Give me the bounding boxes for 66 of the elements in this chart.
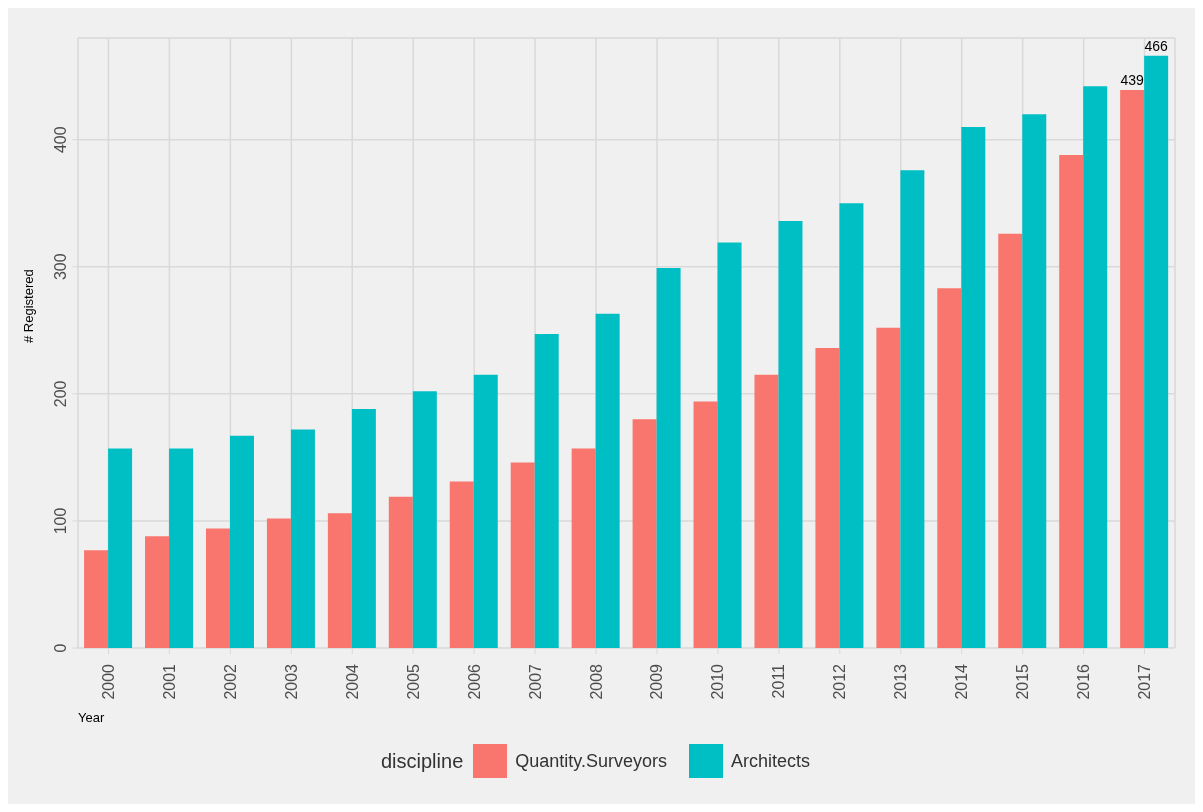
bar bbox=[290, 429, 315, 648]
x-tick-label: 2013 bbox=[892, 663, 910, 700]
bar bbox=[388, 496, 413, 648]
bar bbox=[1120, 90, 1145, 648]
x-tick-label: 2006 bbox=[465, 663, 483, 700]
x-tick-label: 2002 bbox=[221, 663, 239, 700]
bar bbox=[84, 550, 109, 648]
bar bbox=[266, 518, 291, 648]
y-tick-label: 200 bbox=[52, 380, 69, 408]
bar bbox=[205, 528, 230, 648]
y-tick-label: 300 bbox=[52, 253, 69, 281]
bar bbox=[229, 435, 254, 648]
x-tick-label: 2012 bbox=[831, 663, 849, 700]
y-tick-label: 400 bbox=[52, 126, 69, 154]
bar bbox=[632, 419, 657, 648]
bar bbox=[839, 203, 864, 648]
legend-title: discipline bbox=[380, 749, 464, 773]
x-tick-label: 2007 bbox=[526, 663, 544, 700]
bar bbox=[937, 288, 962, 648]
x-tick-label: 2011 bbox=[770, 663, 788, 699]
bar bbox=[717, 242, 742, 648]
bar bbox=[1144, 55, 1169, 648]
bar bbox=[961, 126, 986, 648]
bar bbox=[351, 409, 376, 648]
x-tick-label: 2017 bbox=[1136, 663, 1154, 700]
y-tick-label: 0 bbox=[52, 643, 69, 653]
bar bbox=[169, 448, 194, 648]
x-tick-label: 2008 bbox=[587, 663, 605, 700]
bar bbox=[510, 462, 535, 648]
bar bbox=[656, 268, 681, 648]
y-tick-label: 100 bbox=[52, 507, 69, 535]
bar bbox=[1059, 154, 1084, 648]
bar bbox=[876, 327, 901, 648]
x-tick-label: 2000 bbox=[99, 663, 117, 700]
x-tick-label: 2016 bbox=[1075, 663, 1093, 700]
x-tick-label: 2014 bbox=[953, 663, 971, 700]
bar bbox=[108, 448, 133, 648]
bar bbox=[571, 448, 596, 648]
bar bbox=[595, 313, 620, 648]
data-label: 466 bbox=[1144, 37, 1169, 54]
bar bbox=[815, 348, 840, 648]
bar bbox=[1022, 114, 1047, 648]
x-tick-label: 2009 bbox=[648, 663, 666, 700]
bar bbox=[473, 374, 498, 648]
legend-label: Quantity.Surveyors bbox=[515, 750, 667, 772]
bar bbox=[534, 334, 559, 648]
bar bbox=[900, 170, 925, 648]
bar bbox=[1083, 86, 1108, 648]
x-tick-label: 2010 bbox=[709, 663, 727, 700]
bar bbox=[778, 221, 803, 648]
x-tick-label: 2004 bbox=[343, 663, 361, 700]
bar bbox=[449, 481, 474, 648]
legend-label: Architects bbox=[730, 750, 811, 772]
bar bbox=[412, 391, 437, 648]
data-label: 439 bbox=[1120, 72, 1145, 89]
bar bbox=[693, 401, 718, 648]
bar bbox=[145, 536, 170, 648]
x-tick-label: 2003 bbox=[282, 663, 300, 700]
x-axis-title: Year bbox=[78, 710, 105, 725]
x-tick-label: 2005 bbox=[404, 663, 422, 700]
bar bbox=[754, 374, 779, 648]
bar bbox=[998, 233, 1023, 648]
y-axis-title: # Registered bbox=[20, 269, 36, 343]
x-tick-label: 2015 bbox=[1014, 663, 1032, 700]
x-tick-label: 2001 bbox=[160, 663, 178, 700]
bar bbox=[327, 513, 352, 648]
